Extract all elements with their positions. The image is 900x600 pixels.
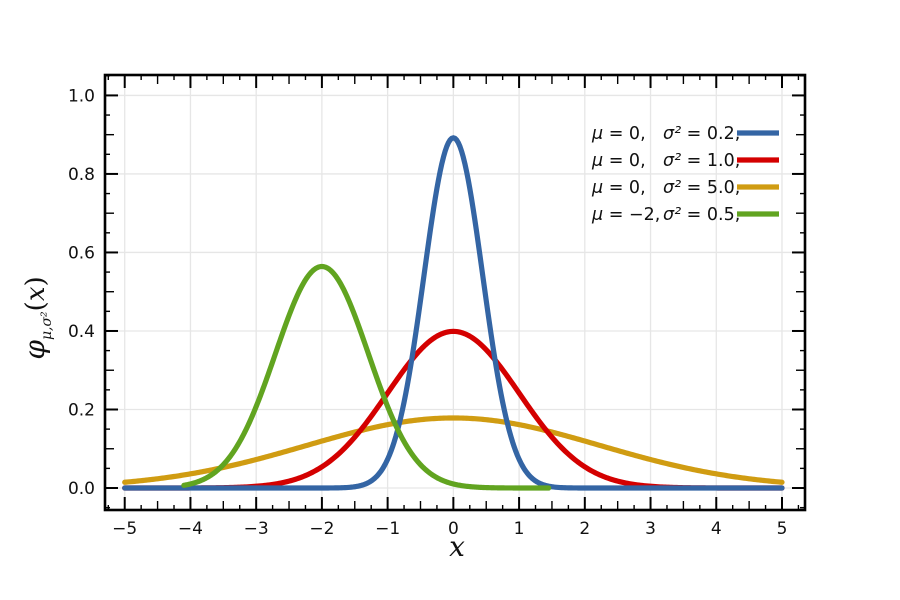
curve-mu0-var5 (122, 415, 785, 485)
legend-mu-text: μ = 0, (591, 124, 646, 144)
legend-sigma-text: σ² = 1.0, (663, 151, 740, 171)
x-tick-label: −2 (309, 519, 334, 539)
x-axis-label: x (449, 530, 465, 563)
y-tick-label: 0.6 (68, 243, 95, 263)
x-tick-label: 5 (777, 519, 788, 539)
curve-mu-2-var0.5 (181, 263, 552, 491)
legend-item: μ = 0, σ² = 1.0, (591, 151, 779, 171)
legend-mu-text: μ = −2, (591, 205, 660, 225)
x-tick-label: −3 (244, 519, 269, 539)
legend-sigma-text: σ² = 0.2, (663, 124, 740, 144)
legend-sigma-text: σ² = 0.5, (663, 205, 740, 225)
legend-item: μ = 0, σ² = 5.0, (591, 178, 779, 198)
y-axis-label: φμ,σ²(x) (18, 276, 55, 359)
legend-mu-text: μ = 0, (591, 178, 646, 198)
x-tick-label: 4 (711, 519, 722, 539)
x-tick-label: 3 (645, 519, 656, 539)
y-tick-label: 0.4 (68, 322, 95, 342)
y-tick-label: 0.2 (68, 400, 95, 420)
x-tick-label: −4 (178, 519, 203, 539)
plot-frame (103, 73, 807, 512)
x-tick-label: −1 (375, 519, 400, 539)
x-tick-label: 2 (579, 519, 590, 539)
y-tick-label: 0.8 (68, 165, 95, 185)
x-tick-label: 1 (514, 519, 525, 539)
y-tick-label: 1.0 (68, 86, 95, 106)
y-tick-label: 0.0 (68, 479, 95, 499)
legend: μ = 0, σ² = 0.2, μ = 0, σ² = 1.0, μ = 0, σ² =… (591, 124, 779, 225)
x-tick-label: −5 (112, 519, 137, 539)
legend-item: μ = 0, σ² = 0.2, (591, 124, 779, 144)
x-tick-label: 0 (448, 519, 459, 539)
curve-mu0-var0.2 (122, 135, 785, 491)
legend-mu-text: μ = 0, (591, 151, 646, 171)
legend-sigma-text: σ² = 5.0, (663, 178, 740, 198)
legend-item: μ = −2, σ² = 0.5, (591, 205, 779, 225)
